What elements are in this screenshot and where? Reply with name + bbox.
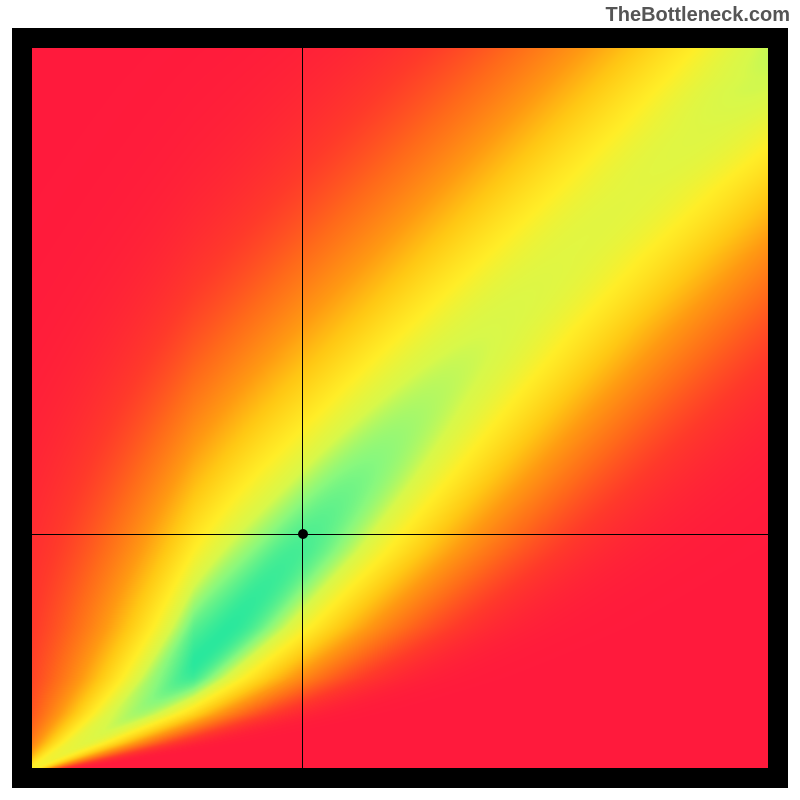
heatmap-canvas	[32, 48, 768, 768]
crosshair-horizontal	[32, 534, 768, 535]
chart-container: TheBottleneck.com	[0, 0, 800, 800]
data-point-marker	[298, 529, 308, 539]
crosshair-vertical	[302, 48, 303, 768]
watermark-text: TheBottleneck.com	[606, 4, 790, 27]
heatmap-plot	[12, 28, 788, 788]
